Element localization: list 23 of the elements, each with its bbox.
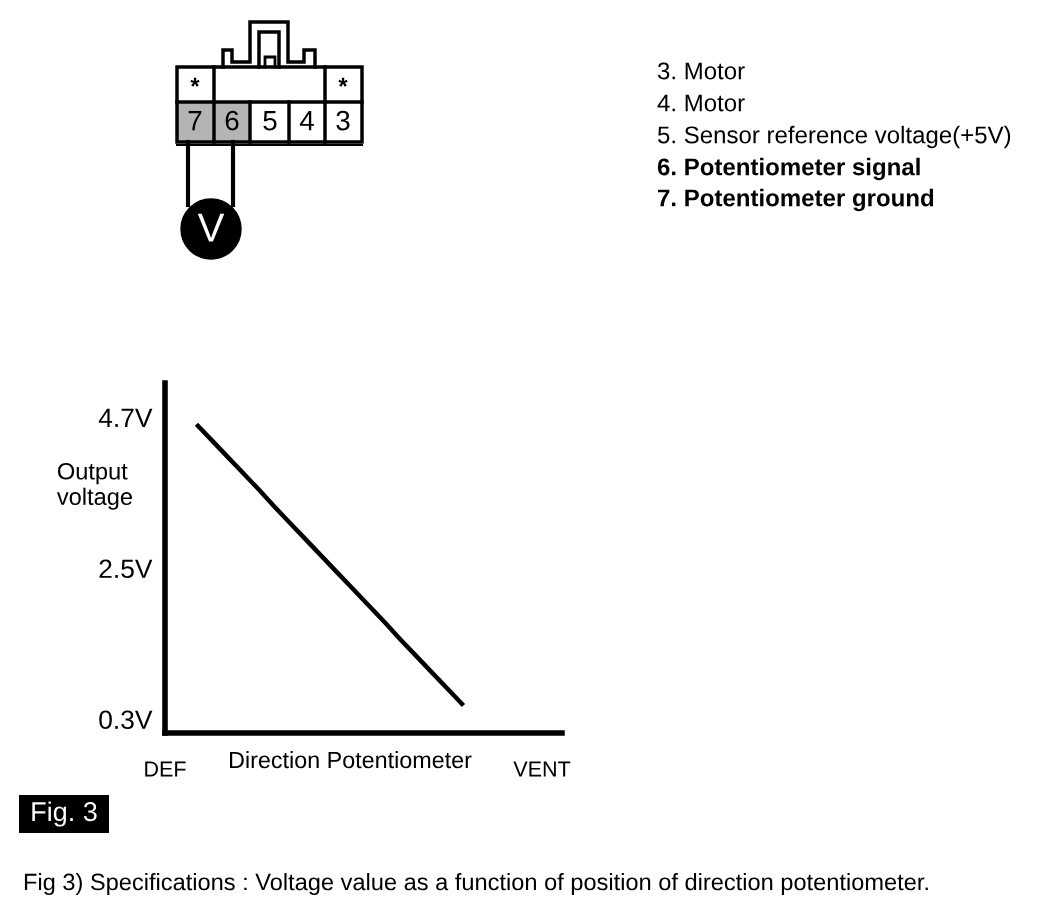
y-tick-label: 0.3V <box>99 710 153 730</box>
text: 7. Potentiometer ground <box>658 188 934 212</box>
text: 3. Motor <box>657 62 745 80</box>
y-tick-label: 4.7V <box>98 408 153 427</box>
y-tick-label: 2.5V <box>99 559 153 579</box>
line-series <box>194 421 466 708</box>
text: 3 <box>336 110 350 131</box>
y-axis-title: Output voltage <box>56 462 132 510</box>
text: 4. Motor <box>657 94 745 112</box>
text: * <box>190 77 200 87</box>
caption: Fig. 3 <box>32 801 97 827</box>
text: * <box>338 77 348 87</box>
text: 7 <box>188 111 202 131</box>
text: 4 <box>299 111 314 131</box>
text: 5. Sensor reference voltage(+5V) <box>657 125 1011 149</box>
text: V <box>197 213 225 242</box>
caption: Fig 3) Specifications : Voltage value as a function of position of direction potentiometer. <box>24 872 928 896</box>
text: 6 <box>225 110 239 131</box>
x-tick-label: DEF <box>145 761 186 777</box>
x-tick-label: VENT <box>513 761 571 777</box>
x-axis-title: Direction Potentiometer <box>230 751 472 769</box>
text: 6. Potentiometer signal <box>657 157 920 181</box>
text: 5 <box>263 111 277 131</box>
